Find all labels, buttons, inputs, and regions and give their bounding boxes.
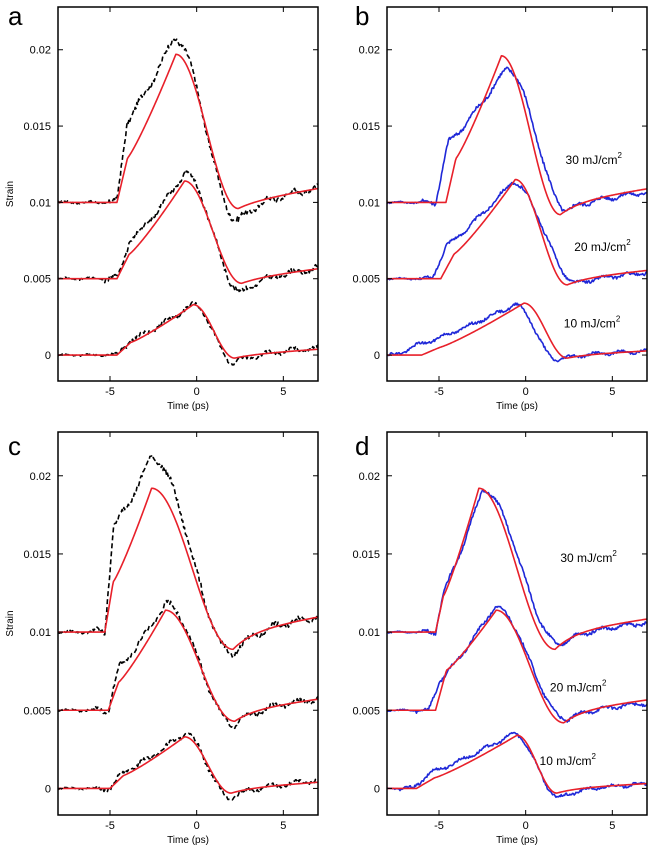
annotation-superscript: 2: [626, 238, 631, 247]
annotation-superscript: 2: [618, 151, 623, 160]
y-tick-label: 0.01: [359, 197, 380, 209]
y-tick-label: 0.005: [352, 274, 380, 286]
x-axis-label: Time (ps): [496, 835, 538, 846]
series-line: [387, 609, 647, 724]
fluence-annotation: 10 mJ/cm2: [564, 315, 621, 331]
series-line: [58, 736, 318, 794]
series-group: [387, 55, 647, 363]
x-tick-label: 0: [194, 820, 200, 832]
fluence-annotation: 30 mJ/cm2: [560, 549, 617, 565]
y-tick-label: 0.015: [23, 549, 51, 561]
series-line: [387, 178, 647, 286]
panel-letter-a: a: [8, 1, 23, 31]
x-tick-label: 0: [523, 820, 529, 832]
y-tick-label: 0: [45, 350, 51, 362]
annotation-superscript: 2: [602, 679, 607, 688]
x-tick-label: 5: [609, 386, 615, 398]
series-line: [387, 734, 647, 794]
x-tick-label: -5: [105, 820, 115, 832]
x-axis-label: Time (ps): [167, 835, 209, 846]
series-line: [387, 731, 647, 799]
x-tick-label: 5: [609, 820, 615, 832]
series-line: [58, 53, 318, 210]
y-tick-label: 0.01: [30, 197, 51, 209]
x-axis-label: Time (ps): [496, 401, 538, 412]
series-line: [58, 599, 318, 730]
series-group: [58, 455, 318, 801]
y-tick-label: 0.02: [359, 45, 380, 57]
series-line: [58, 170, 318, 293]
panel-letter-d: d: [355, 431, 369, 461]
y-tick-label: 0.02: [30, 45, 51, 57]
annotation-superscript: 2: [616, 315, 621, 324]
series-line: [58, 609, 318, 722]
y-axis-label: Strain: [5, 610, 16, 636]
fluence-annotation: 30 mJ/cm2: [566, 151, 623, 167]
fluence-annotation: 10 mJ/cm2: [540, 752, 597, 768]
x-tick-label: -5: [434, 386, 444, 398]
series-line: [387, 302, 647, 359]
x-tick-label: 5: [280, 820, 286, 832]
panel-letter-c: c: [8, 431, 21, 461]
fluence-annotation: 20 mJ/cm2: [574, 238, 631, 254]
series-line: [387, 605, 647, 723]
panel-c: c -5 0 5 0 0.005 0.01 0.015 0.02 Time (ps) Strain: [5, 431, 319, 846]
annotation-superscript: 2: [612, 549, 617, 558]
series-line: [58, 303, 318, 359]
x-tick-label: 0: [194, 386, 200, 398]
y-tick-label: 0.02: [359, 471, 380, 483]
x-tick-label: -5: [105, 386, 115, 398]
series-line: [387, 487, 647, 651]
panel-a: a -5 0 5 0 0.005 0.01 0.015 0.02 Time (ps) Strain: [5, 1, 319, 412]
panel-letter-b: b: [355, 1, 369, 31]
x-axis-label: Time (ps): [167, 401, 209, 412]
x-tick-label: 5: [280, 386, 286, 398]
series-line: [387, 66, 647, 212]
y-tick-label: 0.005: [23, 274, 51, 286]
panel-d: d -5 0 5 0 0.005 0.01 0.015 0.02 Time (ps) 30 mJ/c…: [352, 431, 648, 846]
y-tick-label: 0.005: [23, 705, 51, 717]
y-axis-label: Strain: [5, 181, 16, 207]
y-tick-label: 0.015: [352, 549, 380, 561]
series-line: [387, 55, 647, 216]
y-tick-label: 0.02: [30, 471, 51, 483]
axes-frame: [57, 6, 319, 382]
x-tick-label: -5: [434, 820, 444, 832]
series-line: [58, 38, 318, 223]
series-line: [58, 487, 318, 651]
x-tick-label: 0: [523, 386, 529, 398]
axes-frame: [57, 431, 319, 816]
y-tick-label: 0.01: [30, 627, 51, 639]
axes-frame: [386, 431, 648, 816]
fluence-annotation: 20 mJ/cm2: [550, 679, 607, 695]
series-group: [58, 38, 318, 366]
y-tick-label: 0.01: [359, 627, 380, 639]
y-tick-label: 0.005: [352, 705, 380, 717]
series-group: [387, 487, 647, 799]
y-tick-label: 0.015: [23, 121, 51, 133]
y-tick-label: 0: [374, 783, 380, 795]
series-line: [58, 180, 318, 285]
annotation-superscript: 2: [592, 752, 597, 761]
y-tick-label: 0: [374, 350, 380, 362]
panel-b: b -5 0 5 0 0.005 0.01 0.015 0.02 Time (ps) 30 mJ/c…: [352, 1, 648, 412]
y-tick-label: 0.015: [352, 121, 380, 133]
y-tick-label: 0: [45, 783, 51, 795]
series-line: [58, 732, 318, 801]
axes-frame: [386, 6, 648, 382]
